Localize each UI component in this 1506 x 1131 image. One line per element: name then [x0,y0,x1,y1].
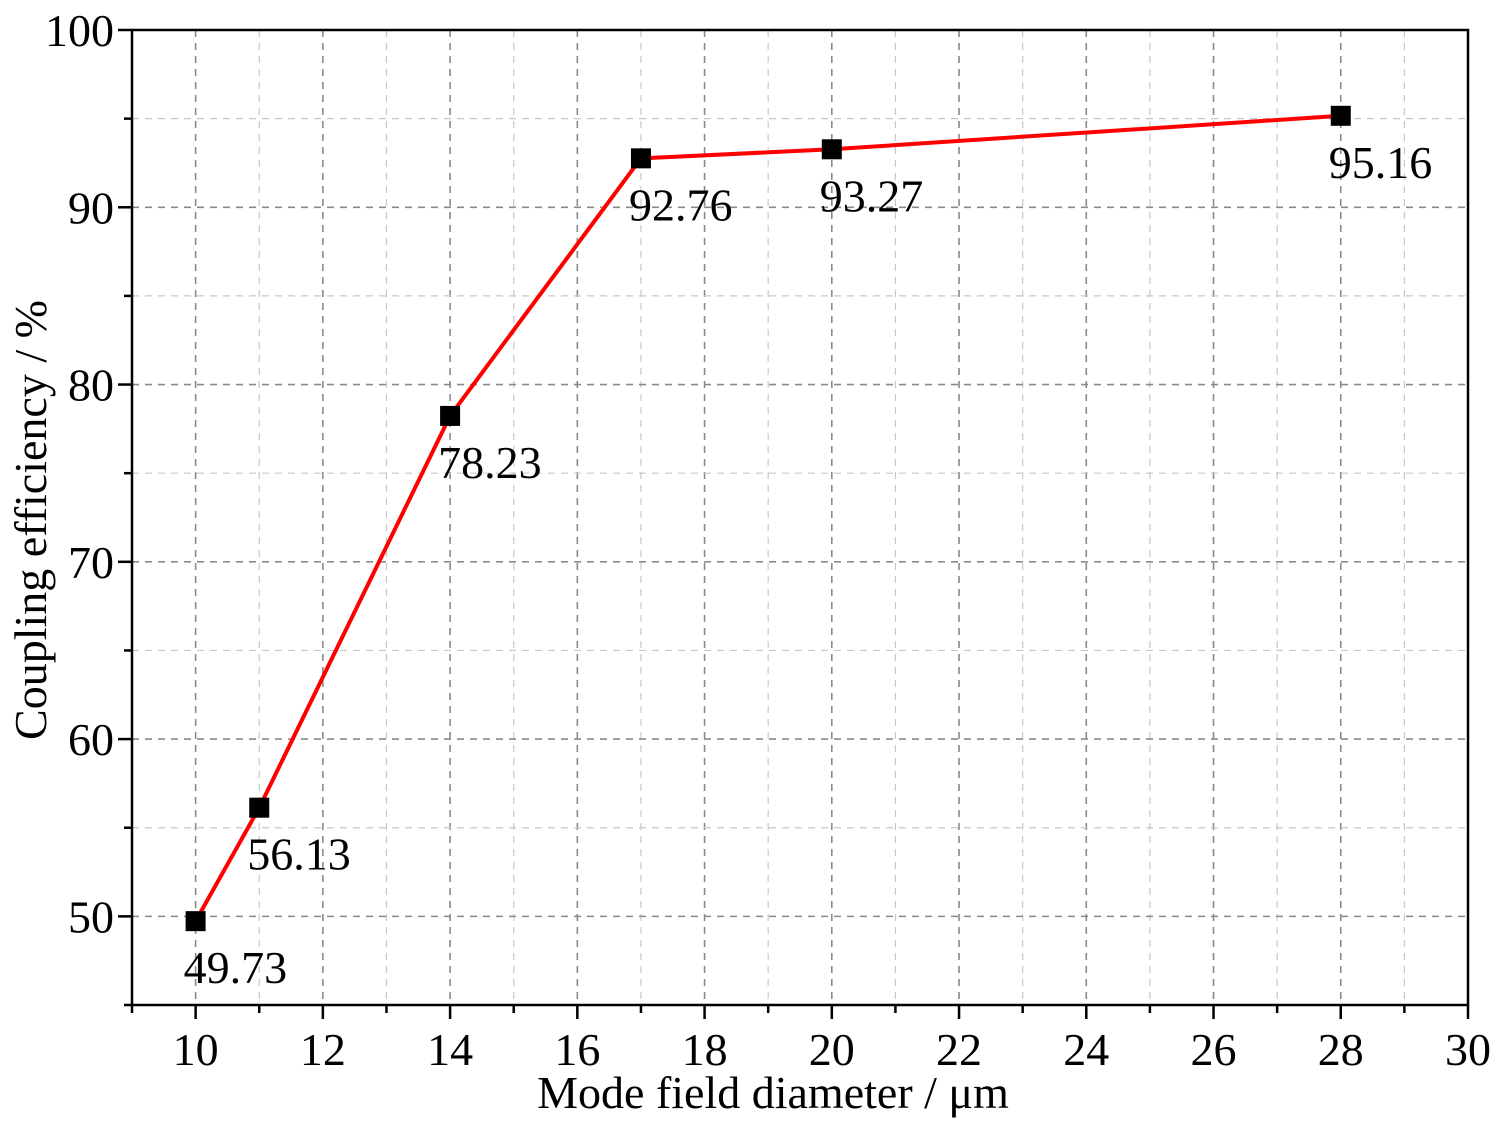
data-label: 95.16 [1329,137,1433,188]
x-tick-label: 12 [300,1024,346,1075]
x-tick-label: 14 [427,1024,473,1075]
plot-frame [130,28,1470,1007]
x-tick-label: 20 [809,1024,855,1075]
data-label: 92.76 [629,179,733,230]
data-label: 78.23 [438,437,541,488]
data-point-marker [440,405,461,426]
y-tick-label: 80 [68,360,114,411]
y-axis-title: Coupling efficiency / % [5,300,56,740]
x-axis-title: Mode field diameter / μm [537,1067,1009,1118]
x-axis-ticks: 10 12 14 16 18 20 22 24 26 28 30 [130,1005,1491,1075]
x-tick-label: 24 [1063,1024,1109,1075]
y-tick-label: 70 [68,537,114,588]
x-tick-label: 22 [936,1024,982,1075]
data-point-marker [185,911,206,932]
grid [132,30,1468,1005]
data-labels: 49.73 56.13 78.23 92.76 93.27 95.16 [184,137,1433,993]
x-tick-label: 28 [1318,1024,1364,1075]
y-axis-ticks: 50 60 70 80 90 100 [45,5,132,1007]
data-point-marker [249,797,270,818]
y-tick-label: 100 [45,5,114,56]
x-tick-label: 30 [1445,1024,1491,1075]
x-tick-label: 26 [1191,1024,1237,1075]
data-label: 56.13 [247,829,351,880]
data-point-marker [1330,105,1351,126]
data-point-marker [821,139,842,160]
x-tick-label: 10 [173,1024,219,1075]
x-tick-label: 18 [682,1024,728,1075]
x-tick-label: 16 [554,1024,600,1075]
y-tick-label: 60 [68,714,114,765]
data-label: 93.27 [820,170,924,221]
axes [130,28,1470,1007]
series-line [193,113,1341,923]
data-point-marker [630,148,651,169]
y-tick-label: 50 [68,891,114,942]
y-tick-label: 90 [68,182,114,233]
data-label: 49.73 [184,942,288,993]
data-series [185,105,1351,932]
